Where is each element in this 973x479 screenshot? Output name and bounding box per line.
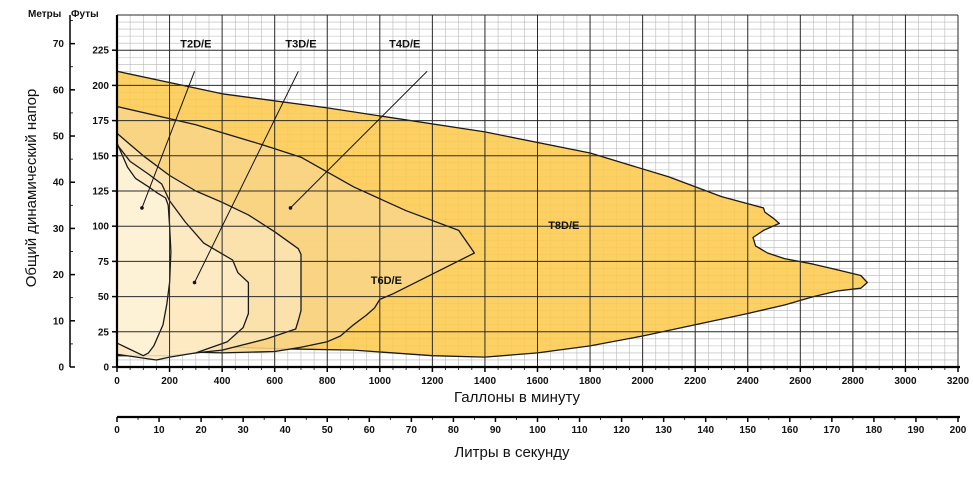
x2-tick-label: 190 — [908, 425, 925, 436]
pointer-dot — [140, 206, 144, 210]
x2-tick-label: 160 — [781, 425, 798, 436]
x2-tick-label: 70 — [406, 425, 418, 436]
x2-tick-label: 30 — [238, 425, 250, 436]
y-m-tick-label: 10 — [53, 316, 65, 327]
x2-tick-label: 40 — [280, 425, 292, 436]
y-m-tick-label: 30 — [53, 224, 65, 235]
x-tick-label: 1600 — [526, 376, 549, 387]
y-ft-tick-label: 100 — [92, 222, 109, 233]
x2-tick-label: 0 — [114, 425, 120, 436]
x-tick-label: 2600 — [789, 376, 812, 387]
x2-tick-label: 120 — [613, 425, 630, 436]
y-ft-tick-label: 150 — [92, 151, 109, 162]
pointer-dot — [288, 206, 293, 210]
y-ft-tick-label: 0 — [103, 363, 109, 374]
x2-tick-label: 90 — [490, 425, 502, 436]
y-unit-right: Футы — [71, 9, 99, 20]
y-m-tick-label: 60 — [53, 85, 65, 96]
x2-tick-label: 10 — [153, 425, 165, 436]
x2-tick-label: 80 — [448, 425, 460, 436]
series-areas — [116, 70, 868, 361]
series-labels: T8D/E T6D/E T4D/E T3D/E T2D/E — [180, 38, 579, 287]
x-tick-label: 2000 — [632, 376, 655, 387]
x-tick-label: 2800 — [842, 376, 865, 387]
y-m-tick-label: 40 — [53, 178, 65, 189]
x-tick-label: 400 — [214, 376, 231, 387]
y-m-tick-label: 0 — [58, 363, 64, 374]
x2-tick-label: 140 — [697, 425, 714, 436]
y-m-tick-label: 50 — [53, 132, 65, 143]
y-ft-tick-label: 50 — [98, 292, 110, 303]
axes: 0 200 400 600 800 1000 1200 1400 1600 1800 2000 220… — [53, 15, 970, 436]
x2-axis-title: Литры в секунду — [454, 444, 570, 461]
x-tick-label: 800 — [319, 376, 336, 387]
y-ft-tick-label: 25 — [98, 327, 110, 338]
y-ft-tick-label: 175 — [92, 116, 109, 127]
x2-tick-label: 60 — [364, 425, 376, 436]
pointer-dot — [192, 280, 197, 285]
x-tick-label: 0 — [114, 376, 120, 387]
pointer-line — [290, 70, 428, 209]
x2-tick-label: 200 — [950, 425, 967, 436]
x-tick-label: 1800 — [579, 376, 602, 387]
label-pointers — [140, 70, 428, 285]
x-tick-label: 2400 — [737, 376, 760, 387]
series-label-t4d-e: T4D/E — [389, 38, 420, 50]
y-ft-tick-label: 200 — [92, 81, 109, 92]
x2-tick-label: 20 — [196, 425, 208, 436]
series-label-t6d-e: T6D/E — [371, 275, 402, 287]
pointer-line — [194, 71, 299, 283]
x-tick-label: 600 — [266, 376, 283, 387]
y-ft-tick-label: 225 — [92, 46, 109, 57]
series-label-t2d-e: T2D/E — [180, 38, 211, 50]
y-m-tick-label: 70 — [53, 39, 65, 50]
x-tick-label: 3000 — [894, 376, 917, 387]
x2-tick-label: 100 — [529, 425, 546, 436]
x-tick-label: 2200 — [684, 376, 707, 387]
y-axis-title: Общий динамический напор — [23, 89, 40, 288]
y-ft-tick-label: 75 — [98, 257, 110, 268]
x-tick-label: 1000 — [369, 376, 392, 387]
x-tick-label: 1200 — [421, 376, 444, 387]
series-label-t3d-e: T3D/E — [285, 38, 316, 50]
x-tick-label: 1400 — [474, 376, 497, 387]
pointer-line — [141, 71, 195, 209]
x2-tick-label: 150 — [739, 425, 756, 436]
y-ft-tick-label: 125 — [92, 187, 109, 198]
x2-tick-label: 50 — [322, 425, 334, 436]
x-axis-title: Галлоны в минуту — [454, 389, 581, 406]
y-m-tick-label: 20 — [53, 270, 65, 281]
x-tick-label: 200 — [161, 376, 178, 387]
x-tick-label: 3200 — [947, 376, 970, 387]
y-unit-left: Метры — [28, 9, 61, 20]
x2-tick-label: 130 — [655, 425, 672, 436]
x2-tick-label: 110 — [571, 425, 588, 436]
series-area-t2d-e — [116, 142, 172, 357]
x2-tick-label: 180 — [866, 425, 883, 436]
series-label-t8d-e: T8D/E — [548, 220, 579, 232]
x2-tick-label: 170 — [824, 425, 841, 436]
